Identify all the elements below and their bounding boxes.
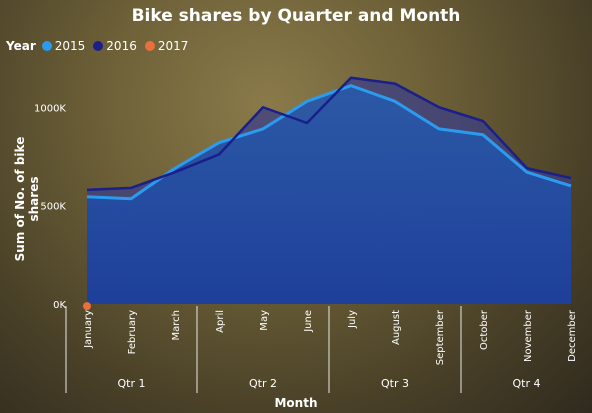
legend-label-2015: 2015 <box>54 39 86 53</box>
legend-dot-icon <box>144 41 155 51</box>
y-tick-label: 1000K <box>34 103 66 114</box>
x-tick-label: September <box>435 309 446 365</box>
group-label: Qtr 3 <box>381 377 409 390</box>
y-tick-label: 0K <box>53 300 66 311</box>
group-label: Qtr 1 <box>118 377 146 390</box>
y-tick-label: 500K <box>40 202 66 213</box>
x-tick-label: May <box>259 310 270 331</box>
legend-dot-icon <box>41 41 52 51</box>
legend: Year 2015 2016 2017 <box>6 38 196 54</box>
point-2017 <box>83 302 91 311</box>
chart-title: Bike shares by Quarter and Month <box>131 6 461 26</box>
line-2015 <box>86 84 572 201</box>
legend-item-2016[interactable]: 2016 <box>93 39 137 53</box>
line-2016 <box>86 76 572 192</box>
x-tick-label: October <box>479 309 490 350</box>
x-tick-label: March <box>171 310 182 340</box>
x-tick-label: December <box>567 309 578 362</box>
group-label: Qtr 4 <box>513 377 541 390</box>
legend-dot-icon <box>93 41 104 51</box>
x-tick-label: January <box>83 310 94 349</box>
legend-item-2015[interactable]: 2015 <box>41 39 86 53</box>
legend-title: Year <box>6 39 36 53</box>
x-axis-title: Month <box>274 396 318 410</box>
legend-item-2017[interactable]: 2017 <box>144 39 189 53</box>
legend-label-2016: 2016 <box>106 39 137 53</box>
x-tick-label: April <box>215 310 226 333</box>
x-tick-label: August <box>391 310 402 345</box>
legend-label-2017: 2017 <box>157 39 189 53</box>
x-tick-label: June <box>303 310 314 333</box>
group-label: Qtr 2 <box>249 377 277 390</box>
x-tick-label: July <box>347 310 358 329</box>
x-tick-label: November <box>523 309 534 362</box>
x-tick-label: February <box>127 310 138 354</box>
area-2015 <box>87 85 571 304</box>
